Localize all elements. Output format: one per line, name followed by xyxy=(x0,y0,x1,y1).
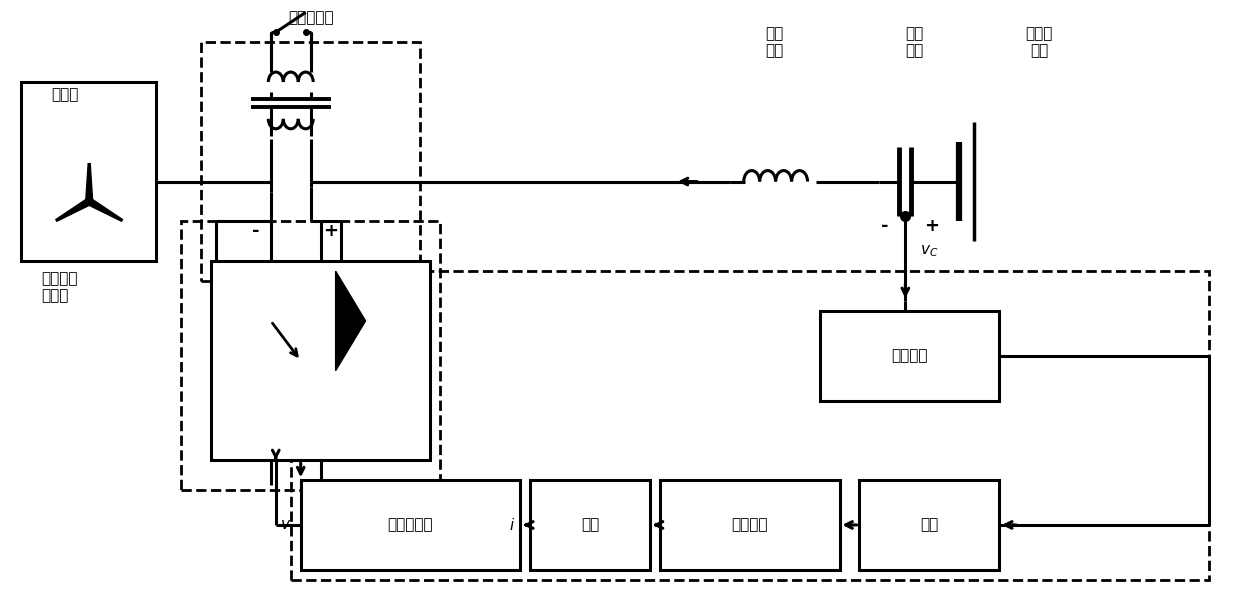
Text: 耦合变压器: 耦合变压器 xyxy=(288,10,334,25)
Text: 滤波: 滤波 xyxy=(920,517,939,532)
Bar xyxy=(301,480,521,570)
Text: -: - xyxy=(880,218,888,236)
Polygon shape xyxy=(86,163,93,201)
Text: 风电场: 风电场 xyxy=(51,87,78,102)
Text: -: - xyxy=(252,222,259,240)
Bar xyxy=(859,480,999,570)
Bar xyxy=(181,221,440,490)
Text: $i$: $i$ xyxy=(510,517,516,533)
Text: 移相: 移相 xyxy=(582,517,599,532)
Text: $v_C$: $v_C$ xyxy=(920,243,939,259)
Bar xyxy=(820,311,999,400)
Polygon shape xyxy=(56,198,91,221)
Polygon shape xyxy=(88,198,123,221)
Text: 电力电子
变换器: 电力电子 变换器 xyxy=(41,271,78,304)
Bar xyxy=(290,271,1209,580)
Bar xyxy=(21,82,156,261)
Text: 反馈测量: 反馈测量 xyxy=(892,348,928,363)
Text: 无穷大
电网: 无穷大 电网 xyxy=(1025,26,1053,58)
Text: +: + xyxy=(324,222,339,240)
Bar xyxy=(531,480,650,570)
Text: $v$: $v$ xyxy=(279,517,290,532)
Text: 串补
电容: 串补 电容 xyxy=(905,26,924,58)
Text: 参考值计算: 参考值计算 xyxy=(388,517,433,532)
Bar xyxy=(201,42,420,281)
Text: 电流计算: 电流计算 xyxy=(732,517,768,532)
Text: 线路
电感: 线路 电感 xyxy=(765,26,784,58)
Text: +: + xyxy=(924,218,939,236)
Bar xyxy=(211,261,430,460)
Polygon shape xyxy=(336,271,366,371)
Bar xyxy=(660,480,839,570)
